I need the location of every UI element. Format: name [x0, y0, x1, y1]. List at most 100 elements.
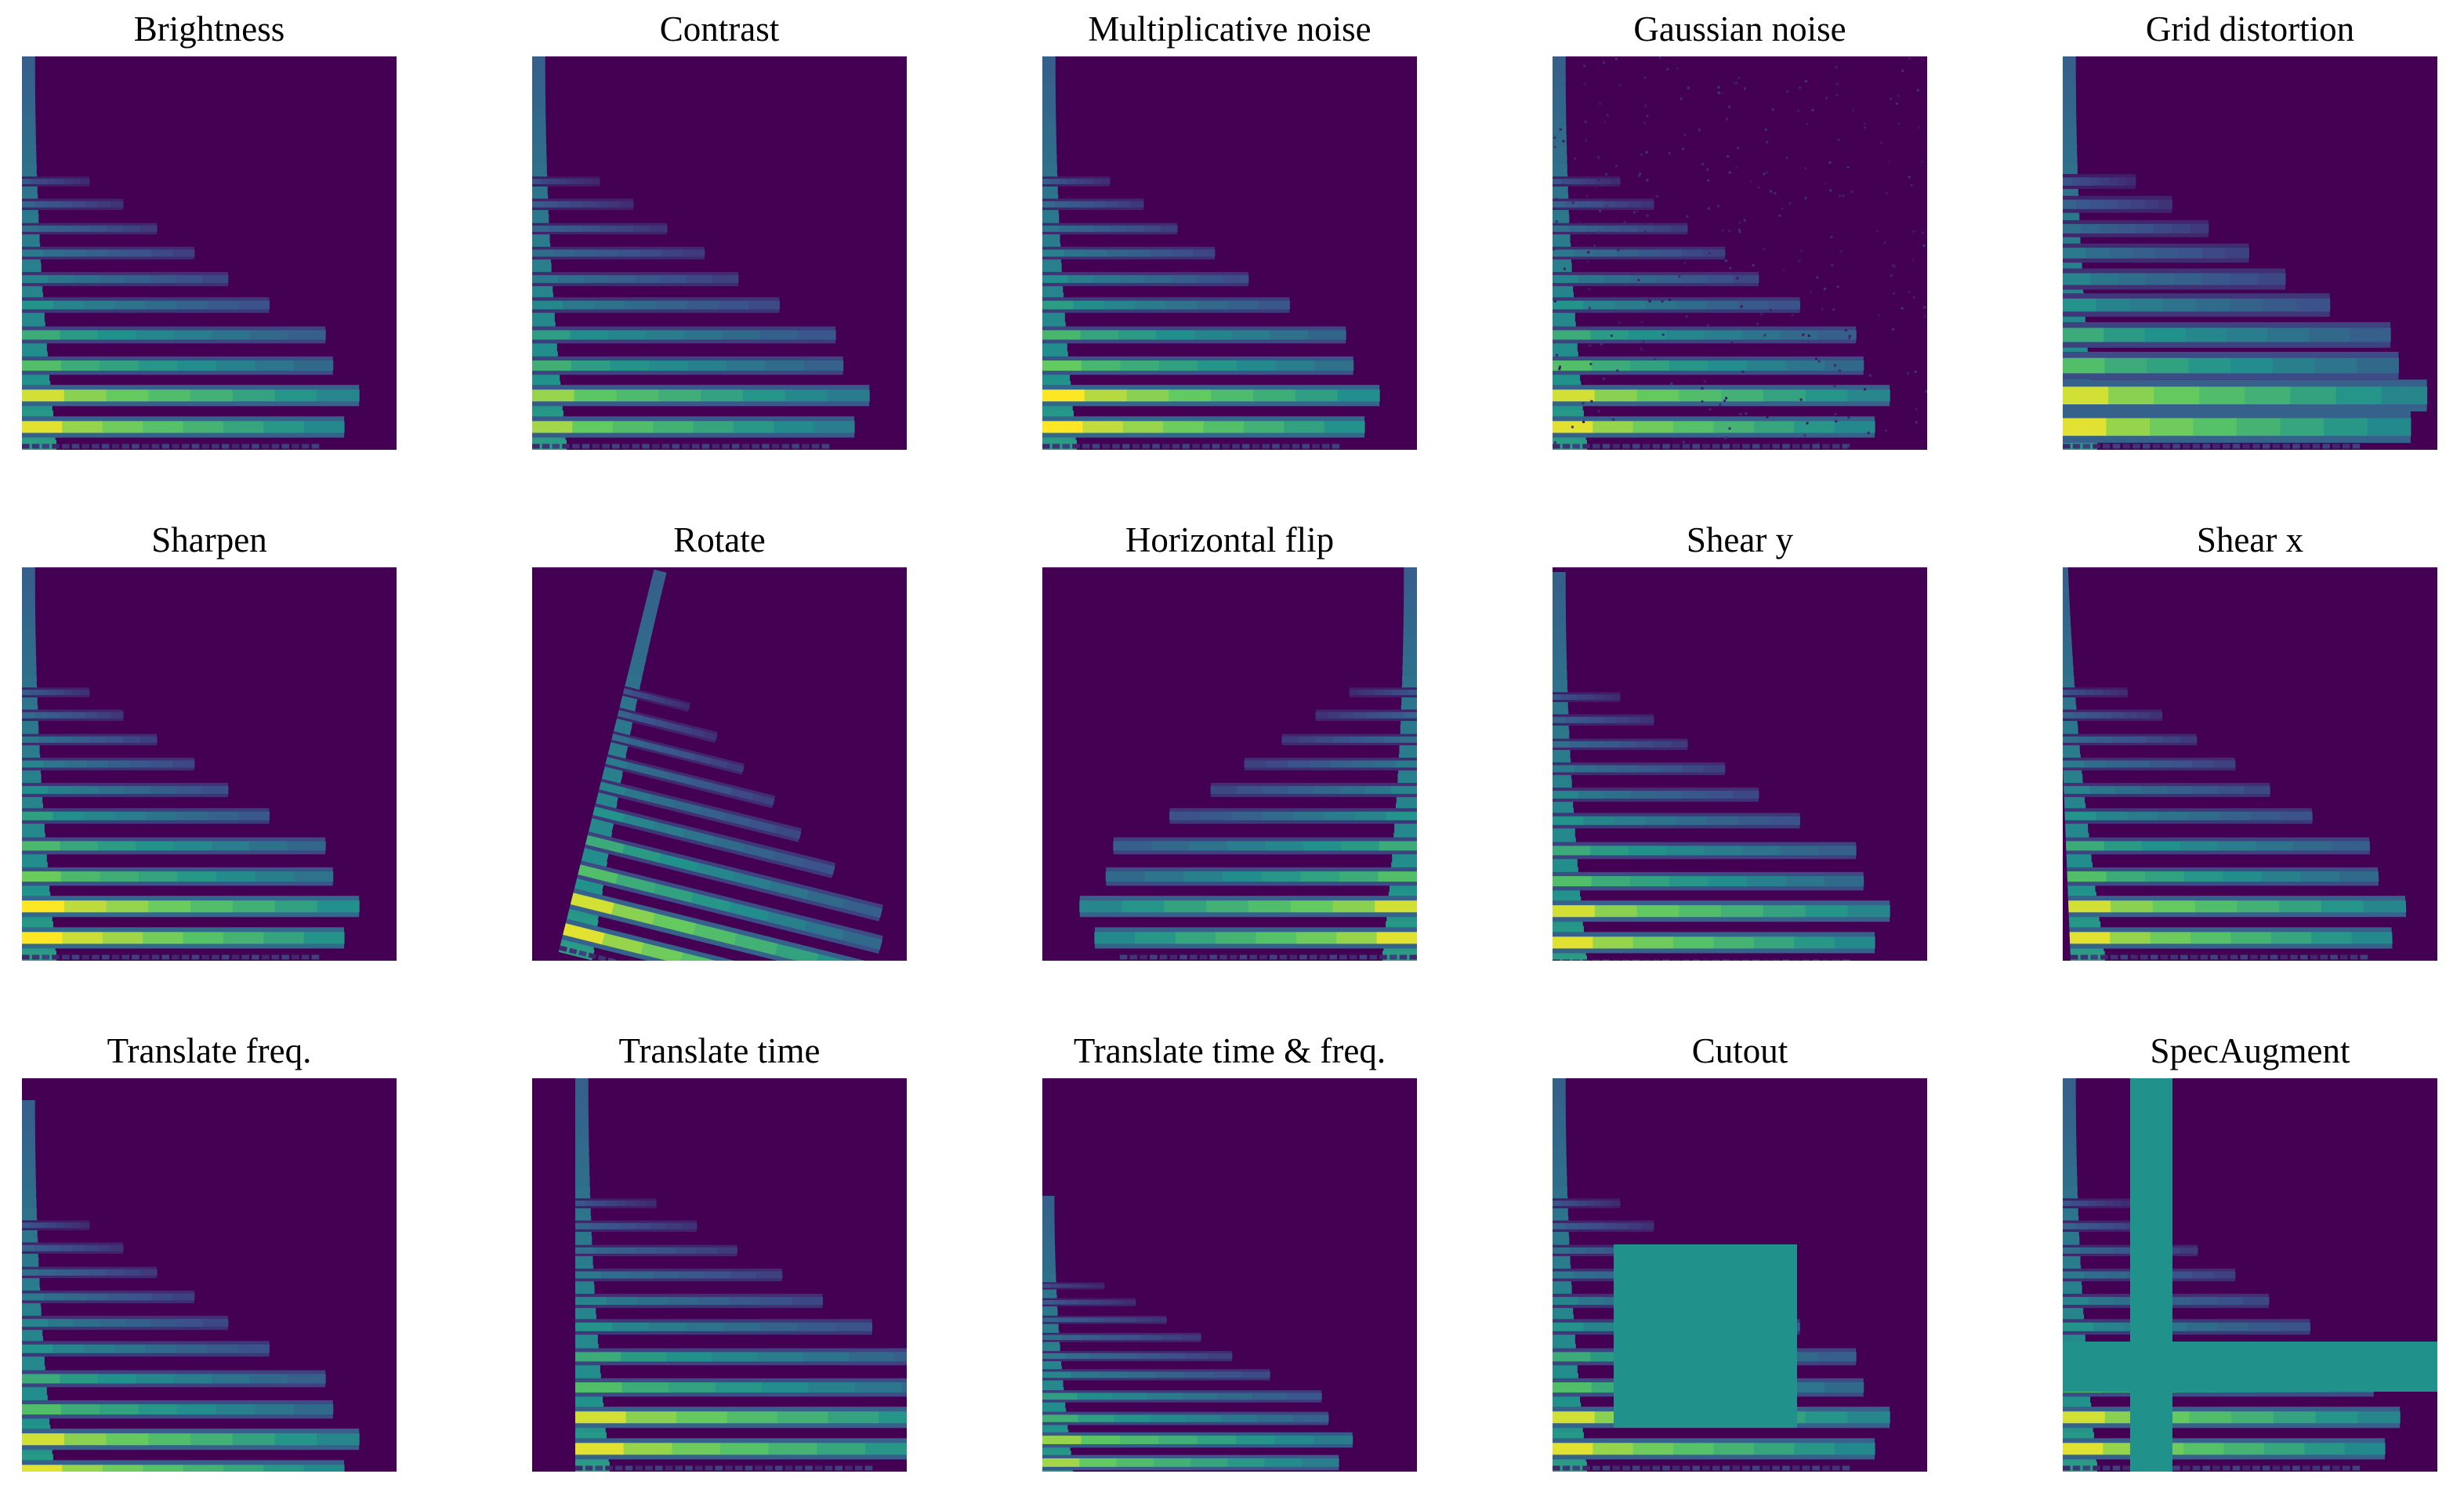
harmonic-band	[1215, 932, 1256, 944]
harmonic-band	[1620, 741, 1638, 748]
onset-segment	[22, 115, 36, 126]
harmonic-band	[1050, 179, 1060, 185]
harmonic-band	[2186, 1322, 2218, 1331]
harmonic-band	[207, 811, 239, 820]
harmonic-band	[656, 1247, 677, 1254]
harmonic-band	[658, 389, 701, 402]
noise-speck	[1169, 954, 1178, 960]
onset-segment	[22, 636, 36, 647]
harmonic-band	[30, 179, 40, 185]
noise-speck	[1750, 180, 1753, 183]
noise-speck	[1785, 156, 1788, 159]
harmonic-band	[2063, 1271, 2085, 1279]
harmonic-band	[1340, 712, 1354, 719]
harmonic-band	[2109, 932, 2151, 944]
harmonic-band	[2179, 248, 2203, 259]
harmonic-band	[1092, 201, 1107, 208]
harmonic-band	[1794, 1443, 1835, 1455]
noise-speck	[1637, 278, 1640, 281]
noise-speck	[2292, 444, 2300, 449]
harmonic-band	[1150, 841, 1190, 851]
harmonic-band	[864, 1443, 907, 1455]
harmonic-band	[715, 1382, 763, 1393]
noise-speck	[71, 954, 80, 960]
noise-speck	[1701, 162, 1705, 165]
harmonic-band	[2230, 357, 2274, 374]
panel-title: Contrast	[659, 9, 780, 49]
harmonic-band	[72, 201, 86, 208]
onset-segment	[22, 596, 35, 608]
harmonic-band	[72, 736, 90, 743]
harmonic-band	[43, 1293, 66, 1301]
noise-speck	[1678, 275, 1681, 278]
harmonic-band	[1746, 876, 1787, 887]
harmonic-band	[1059, 179, 1068, 185]
harmonic-band	[2089, 199, 2104, 209]
harmonic-band	[621, 1352, 667, 1362]
harmonic-band	[726, 762, 745, 773]
noise-speck	[1706, 168, 1709, 171]
harmonic-band	[668, 1297, 700, 1306]
noise-speck	[1602, 959, 1611, 961]
noise-speck	[1645, 150, 1648, 154]
harmonic-band	[1112, 1392, 1148, 1400]
harmonic-band	[22, 1319, 49, 1327]
harmonic-band	[176, 811, 208, 820]
noise-speck	[1888, 160, 1891, 163]
noise-speck	[1683, 261, 1687, 264]
harmonic-band	[557, 201, 571, 208]
harmonic-band	[2067, 690, 2078, 696]
harmonic-band	[2300, 871, 2340, 882]
onset-segment	[532, 184, 548, 195]
noise-speck	[1389, 954, 1397, 960]
harmonic-band	[2084, 760, 2107, 768]
harmonic-band	[2218, 786, 2245, 795]
noise-speck	[1766, 141, 1769, 144]
harmonic-band	[145, 811, 177, 820]
noise-speck	[1742, 444, 1750, 449]
harmonic-band	[138, 360, 178, 371]
onset-segment	[1042, 1344, 1060, 1353]
harmonic-band	[1673, 421, 1715, 433]
harmonic-band	[63, 690, 74, 696]
noise-speck	[2339, 954, 2348, 960]
harmonic-band	[2126, 177, 2136, 186]
harmonic-band	[1149, 1414, 1186, 1422]
noise-speck	[2202, 444, 2211, 449]
harmonic-band	[1158, 360, 1198, 371]
panel-specaugment: SpecAugment	[2063, 1025, 2437, 1472]
onset-segment	[22, 1168, 36, 1180]
harmonic-band	[1681, 765, 1704, 773]
onset-segment	[1042, 1196, 1055, 1204]
noise-speck	[1925, 389, 1927, 393]
noise-speck	[1309, 954, 1317, 960]
harmonic-band	[1382, 736, 1400, 743]
noise-speck	[1692, 1465, 1701, 1471]
harmonic-band	[34, 712, 48, 719]
harmonic-band	[107, 1293, 130, 1301]
harmonic-band	[596, 249, 619, 257]
harmonic-band	[97, 1374, 136, 1384]
onset-segment	[532, 165, 547, 176]
noise-speck	[1799, 398, 1803, 401]
onset-segment	[1042, 1379, 1064, 1388]
onset-segment	[532, 115, 546, 126]
noise-speck	[1802, 1465, 1810, 1471]
onset-segment	[1553, 1255, 1571, 1266]
harmonic-band	[255, 360, 295, 371]
harmonic-band	[817, 1443, 866, 1455]
harmonic-band	[2272, 357, 2315, 374]
harmonic-band	[202, 275, 229, 284]
onset-segment	[1042, 125, 1056, 136]
harmonic-band	[566, 179, 575, 185]
noise-speck	[1717, 85, 1720, 89]
noise-speck	[2082, 1465, 2091, 1471]
harmonic-band	[1553, 1247, 1571, 1254]
noise-speck	[1817, 441, 1820, 444]
onset-segment	[575, 1255, 593, 1266]
harmonic-band	[1399, 690, 1409, 696]
noise-speck	[1669, 298, 1672, 301]
noise-speck	[2093, 1465, 2100, 1471]
noise-speck	[621, 444, 630, 449]
harmonic-band	[1121, 900, 1165, 913]
